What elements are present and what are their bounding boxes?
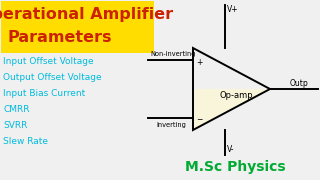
Polygon shape bbox=[193, 89, 270, 130]
Text: −: − bbox=[196, 115, 202, 124]
FancyBboxPatch shape bbox=[1, 1, 154, 53]
Text: +: + bbox=[196, 58, 202, 67]
Text: M.Sc Physics: M.Sc Physics bbox=[185, 160, 285, 174]
Text: V-: V- bbox=[227, 145, 235, 154]
Text: Operational Amplifier: Operational Amplifier bbox=[0, 6, 173, 21]
Text: Input Offset Voltage: Input Offset Voltage bbox=[3, 57, 94, 66]
Text: Non-inverting: Non-inverting bbox=[150, 51, 196, 57]
Text: SVRR: SVRR bbox=[3, 122, 28, 130]
Text: CMRR: CMRR bbox=[3, 105, 29, 114]
Text: Output Offset Voltage: Output Offset Voltage bbox=[3, 73, 102, 82]
Text: Parameters: Parameters bbox=[8, 30, 112, 44]
Text: Op-amp: Op-amp bbox=[220, 91, 253, 100]
Text: Input Bias Current: Input Bias Current bbox=[3, 89, 85, 98]
Text: Outp: Outp bbox=[289, 78, 308, 87]
Text: V+: V+ bbox=[227, 6, 239, 15]
Text: Slew Rate: Slew Rate bbox=[3, 138, 48, 147]
Text: Inverting: Inverting bbox=[156, 122, 186, 128]
